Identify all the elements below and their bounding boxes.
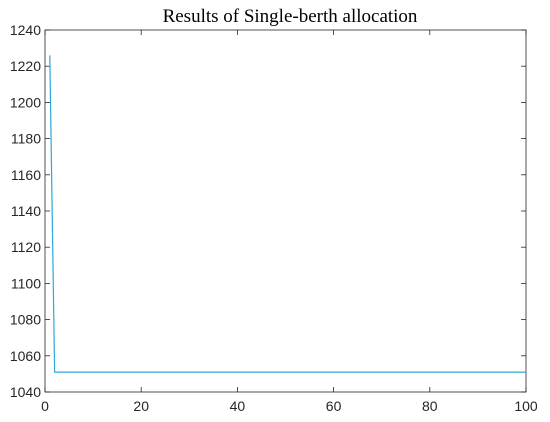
y-tick-label: 1100 bbox=[11, 275, 41, 291]
y-tick-label: 1220 bbox=[10, 58, 41, 74]
series-layer bbox=[49, 55, 526, 373]
x-tick-label: 80 bbox=[422, 398, 438, 414]
plot-area bbox=[44, 29, 527, 393]
chart-title: Results of Single-berth allocation bbox=[163, 6, 418, 27]
series-line bbox=[49, 55, 526, 373]
x-tick-label: 20 bbox=[133, 398, 149, 414]
axis-ticks: 0 20 40 60 80 100 1040 1060 1080 1100 1120 1140 1160… bbox=[10, 22, 538, 414]
x-tick-label: 60 bbox=[326, 398, 342, 414]
x-tick-label: 100 bbox=[514, 398, 538, 414]
y-tick-label: 1240 bbox=[10, 22, 41, 38]
y-tick-label: 1180 bbox=[11, 131, 41, 147]
x-tick-label: 40 bbox=[230, 398, 246, 414]
y-tick-label: 1140 bbox=[11, 203, 41, 219]
x-tick-label: 0 bbox=[41, 398, 49, 414]
y-tick-label: 1160 bbox=[11, 167, 41, 183]
y-tick-label: 1200 bbox=[10, 94, 41, 110]
y-tick-label: 1120 bbox=[11, 239, 41, 255]
y-tick-label: 1040 bbox=[10, 384, 41, 400]
y-tick-label: 1080 bbox=[10, 312, 41, 328]
y-tick-label: 1060 bbox=[10, 348, 41, 364]
